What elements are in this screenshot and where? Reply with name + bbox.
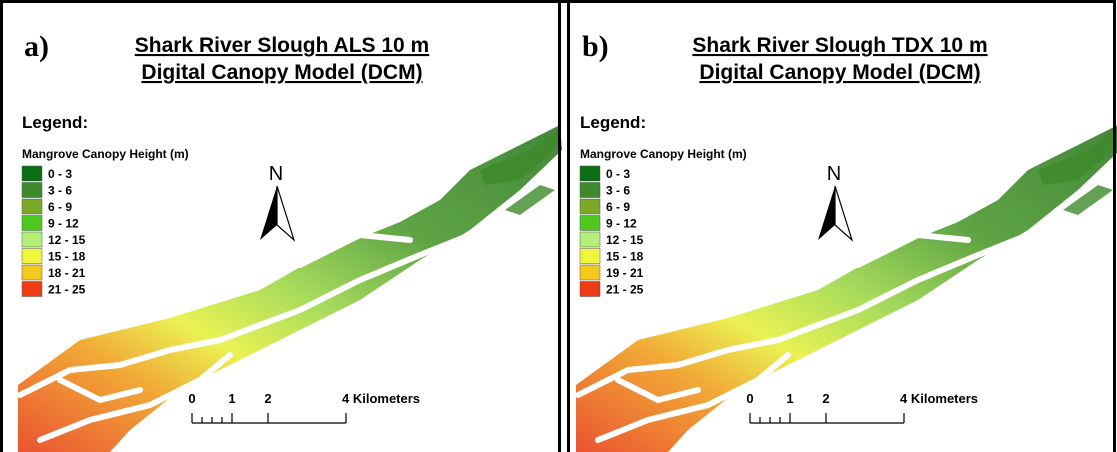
legend-label: 3 - 6 — [48, 184, 72, 198]
north-label: N — [269, 163, 283, 185]
scale-label: 1 — [228, 391, 235, 406]
north-arrow — [260, 186, 277, 240]
legend-label: 3 - 6 — [606, 184, 630, 198]
legend-subtitle: Mangrove Canopy Height (m) — [580, 147, 747, 161]
legend-swatch — [22, 199, 42, 214]
legend-swatch — [22, 282, 42, 297]
mangrove-area — [576, 125, 1117, 452]
panel-label: a) — [24, 30, 49, 63]
north-label: N — [827, 163, 841, 185]
scale-label: 4 Kilometers — [342, 391, 420, 406]
legend-swatch — [22, 265, 42, 280]
legend-label: 12 - 15 — [606, 233, 644, 247]
legend-swatch — [580, 166, 600, 181]
panel-label: b) — [582, 30, 609, 63]
legend-swatch — [22, 216, 42, 231]
legend-label: 9 - 12 — [606, 217, 637, 231]
legend-label: 0 - 3 — [48, 167, 72, 181]
map-panel: b) Shark River Slough TDX 10 m Digital Can… — [560, 2, 1117, 452]
panel-title: Digital Canopy Model (DCM) — [141, 61, 422, 84]
scale-label: 1 — [786, 391, 793, 406]
legend-title: Legend: — [580, 113, 646, 132]
scale-label: 2 — [264, 391, 271, 406]
legend-label: 15 - 18 — [48, 250, 86, 264]
scale-label: 0 — [746, 391, 753, 406]
legend-label: 18 - 21 — [48, 266, 86, 280]
legend-label: 19 - 21 — [606, 266, 644, 280]
scale-label: 4 Kilometers — [900, 391, 978, 406]
legend-swatch — [580, 265, 600, 280]
legend-swatch — [22, 166, 42, 181]
legend-label: 15 - 18 — [606, 250, 644, 264]
figure: a) Shark River Slough ALS 10 m Digital Can… — [0, 0, 1117, 452]
legend-label: 12 - 15 — [48, 233, 86, 247]
legend-subtitle: Mangrove Canopy Height (m) — [22, 147, 189, 161]
legend-swatch — [580, 183, 600, 198]
legend-swatch — [22, 232, 42, 247]
legend-label: 21 - 25 — [48, 283, 86, 297]
legend-swatch — [22, 183, 42, 198]
scale-label: 0 — [188, 391, 195, 406]
legend-swatch — [22, 249, 42, 264]
legend-swatch — [580, 232, 600, 247]
panel-title: Shark River Slough TDX 10 m — [692, 34, 987, 57]
north-arrow — [818, 186, 835, 240]
legend-swatch — [580, 282, 600, 297]
legend-label: 0 - 3 — [606, 167, 630, 181]
legend-label: 9 - 12 — [48, 217, 79, 231]
panel-title: Shark River Slough ALS 10 m — [135, 34, 429, 57]
legend-title: Legend: — [22, 113, 88, 132]
legend-label: 21 - 25 — [606, 283, 644, 297]
legend-swatch — [580, 249, 600, 264]
north-arrow — [835, 186, 852, 240]
north-arrow — [277, 186, 294, 240]
legend-label: 6 - 9 — [606, 200, 630, 214]
legend-label: 6 - 9 — [48, 200, 72, 214]
panel-title: Digital Canopy Model (DCM) — [699, 61, 980, 84]
scale-label: 2 — [822, 391, 829, 406]
map-panel: a) Shark River Slough ALS 10 m Digital Can… — [2, 2, 569, 452]
legend-swatch — [580, 216, 600, 231]
legend-swatch — [580, 199, 600, 214]
